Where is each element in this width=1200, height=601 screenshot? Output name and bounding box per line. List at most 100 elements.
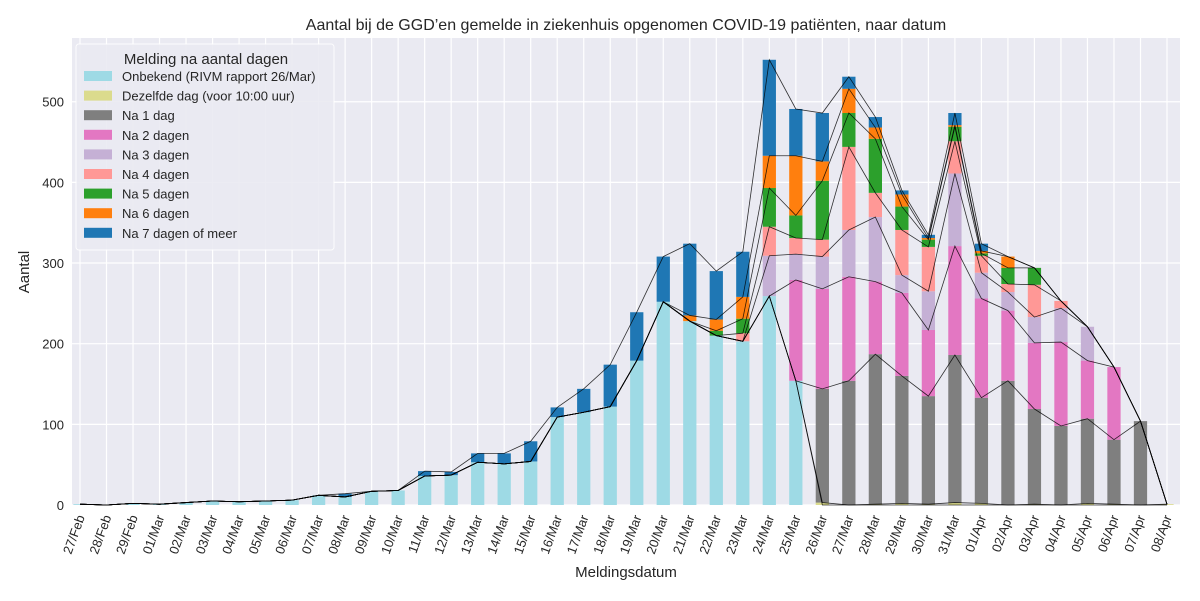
legend-swatch	[84, 227, 112, 238]
bar-segment	[948, 113, 962, 126]
x-tick-label: 01/Mar	[139, 512, 167, 556]
bar-segment	[974, 503, 989, 505]
bar-segment	[1054, 342, 1068, 426]
bar-segment	[73, 504, 87, 505]
bar-segment	[338, 493, 352, 497]
bar-segment	[815, 239, 829, 257]
series-6	[709, 113, 1042, 336]
x-tick-label: 15/Mar	[511, 512, 539, 556]
cumulative-line	[79, 58, 1168, 506]
bar-segment	[868, 504, 882, 505]
bar-segment	[603, 406, 617, 505]
bar-segment	[418, 471, 432, 476]
bar-segment	[868, 217, 882, 282]
bar-segment	[762, 226, 776, 256]
bar-segment	[338, 496, 352, 505]
x-tick-label: 05/Mar	[245, 512, 273, 556]
bar-segment	[842, 380, 856, 505]
x-tick-label: 11/Mar	[405, 512, 433, 555]
bar-segment	[205, 500, 220, 505]
bar-segment	[762, 188, 776, 227]
x-tick-label: 23/Mar	[723, 512, 751, 556]
bar-segment	[524, 461, 538, 505]
legend-swatch	[84, 90, 112, 101]
legend-swatch	[84, 110, 112, 121]
bar-segment	[444, 475, 458, 505]
x-axis-label: Meldingsdatum	[575, 564, 677, 581]
series-0	[73, 296, 803, 505]
bar-segment	[1080, 360, 1095, 419]
bar-segment	[471, 453, 485, 463]
x-tick-label: 22/Mar	[696, 512, 724, 556]
y-axis-label: Aantal	[16, 251, 33, 294]
x-tick-label: 08/Apr	[1148, 512, 1175, 554]
x-tick-label: 19/Mar	[617, 512, 645, 556]
bar-segment	[1001, 284, 1015, 293]
legend-label: Na 3 dagen	[122, 147, 189, 162]
bar-segment	[842, 88, 856, 114]
bar-segment	[179, 502, 193, 505]
x-tick-label: 29/Feb	[113, 513, 141, 556]
y-tick-label: 500	[42, 95, 64, 110]
x-tick-label: 06/Mar	[272, 512, 300, 556]
bar-segment	[789, 279, 803, 381]
bar-segment	[550, 417, 564, 505]
legend-swatch	[84, 149, 112, 160]
bar-segment	[789, 108, 803, 156]
bar-segment	[842, 76, 856, 89]
bar-segment	[1160, 504, 1174, 505]
bar-segment	[1027, 284, 1042, 318]
bar-segment	[815, 161, 829, 181]
bar-segment	[471, 462, 485, 505]
bar-segment	[921, 396, 936, 505]
bar-segment	[842, 276, 856, 381]
bar-segment	[815, 256, 829, 289]
bar-segment	[789, 155, 803, 216]
bar-segment	[1027, 409, 1042, 505]
series-5	[736, 141, 1068, 342]
bar-segment	[921, 329, 936, 397]
bar-segment	[709, 335, 723, 505]
bar-segment	[974, 255, 989, 273]
x-tick-label: 04/Mar	[219, 512, 247, 556]
bar-segment	[497, 453, 511, 464]
bar-segment	[1027, 504, 1042, 505]
x-tick-label: 21/Mar	[670, 512, 698, 556]
bar-segment	[550, 407, 564, 418]
x-tick-label: 17/Mar	[564, 512, 592, 556]
x-tick-label: 30/Mar	[908, 512, 936, 556]
bar-segment	[736, 341, 750, 505]
bar-segment	[683, 321, 697, 505]
bar-segment	[1107, 439, 1121, 505]
bar-segment	[577, 388, 591, 413]
bar-segment	[1027, 267, 1042, 285]
y-tick-label: 100	[42, 417, 64, 432]
bar-segment	[418, 475, 432, 505]
x-tick-label: 29/Mar	[882, 512, 910, 556]
x-tick-label: 02/Mar	[166, 512, 194, 556]
bar-segment	[789, 215, 803, 239]
legend-swatch	[84, 208, 112, 219]
bar-segment	[524, 441, 538, 462]
bar-segment	[948, 246, 962, 355]
legend-label: Na 2 dagen	[122, 128, 189, 143]
bar-segment	[921, 246, 936, 292]
x-tick-label: 04/Apr	[1042, 512, 1069, 554]
x-tick-label: 01/Apr	[962, 512, 989, 554]
bar-segment	[736, 333, 750, 342]
bar-segment	[285, 500, 299, 505]
legend-label: Na 1 dag	[122, 108, 175, 123]
bar-segment	[842, 146, 856, 230]
bar-segment	[762, 296, 776, 505]
x-tick-label: 09/Mar	[352, 512, 380, 556]
bar-segment	[1001, 256, 1015, 268]
bar-segment	[497, 463, 511, 505]
legend-label: Na 5 dagen	[122, 187, 189, 202]
bar-segment	[815, 180, 829, 240]
bar-segment	[1107, 367, 1121, 440]
bar-segment	[868, 117, 882, 128]
bar-segment	[948, 141, 962, 174]
x-tick-label: 25/Mar	[776, 512, 804, 556]
bar-segment	[630, 312, 644, 361]
